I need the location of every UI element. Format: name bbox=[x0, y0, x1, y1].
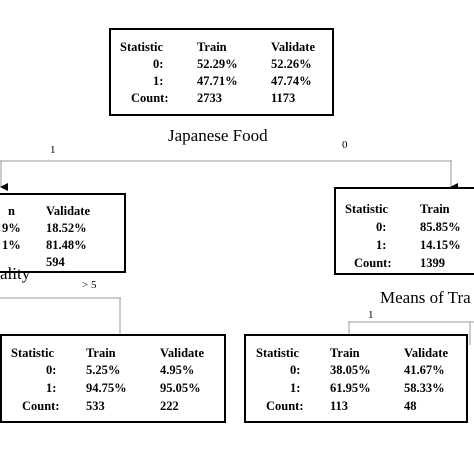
root-count-label: Count: bbox=[131, 91, 169, 105]
left-class0-validate: 18.52% bbox=[46, 221, 87, 235]
left-class1-train: 1% bbox=[2, 238, 21, 252]
bl-header-train: Train bbox=[86, 346, 116, 360]
bl-class1-label: 1: bbox=[46, 381, 57, 395]
bl-header-validate: Validate bbox=[160, 346, 204, 360]
left-class0-train: 9% bbox=[2, 221, 21, 235]
root-class0-label: 0: bbox=[153, 57, 164, 71]
left-node: n Validate 9% 18.52% 1% 81.48% 594 bbox=[0, 193, 126, 273]
right-class1-label: 1: bbox=[376, 238, 387, 252]
bl-class1-validate: 95.05% bbox=[160, 381, 201, 395]
right-node: Statistic Train 0: 85.85% 1: 14.15% Coun… bbox=[334, 187, 474, 275]
bl-class1-train: 94.75% bbox=[86, 381, 127, 395]
right-class1-train: 14.15% bbox=[420, 238, 461, 252]
br-class1-validate: 58.33% bbox=[404, 381, 445, 395]
root-count-validate: 1173 bbox=[271, 91, 296, 105]
bl-count-label: Count: bbox=[22, 399, 60, 413]
root-count-train: 2733 bbox=[197, 91, 222, 105]
root-header-validate: Validate bbox=[271, 40, 315, 54]
br-class0-train: 38.05% bbox=[330, 363, 371, 377]
left-header-train: n bbox=[8, 204, 15, 218]
br-class1-train: 61.95% bbox=[330, 381, 371, 395]
br-class0-label: 0: bbox=[290, 363, 301, 377]
bl-header-statistic: Statistic bbox=[11, 346, 55, 360]
bottom-left-node: Statistic Train Validate 0: 5.25% 4.95% … bbox=[0, 334, 226, 423]
br-count-validate: 48 bbox=[404, 399, 417, 413]
right-header-train: Train bbox=[420, 202, 450, 216]
left-class1-validate: 81.48% bbox=[46, 238, 87, 252]
br-count-train: 113 bbox=[330, 399, 349, 413]
root-branch-right-value: 0 bbox=[342, 139, 348, 151]
right-class0-train: 85.85% bbox=[420, 220, 461, 234]
left-count-validate: 594 bbox=[46, 255, 65, 269]
bl-count-train: 533 bbox=[86, 399, 105, 413]
right-branch-left-value: 1 bbox=[368, 309, 374, 321]
root-header-statistic: Statistic bbox=[120, 40, 164, 54]
br-header-validate: Validate bbox=[404, 346, 448, 360]
bottom-right-node: Statistic Train Validate 0: 38.05% 41.67… bbox=[244, 334, 468, 423]
right-count-train: 1399 bbox=[420, 256, 445, 270]
root-branch-left-value: 1 bbox=[50, 144, 56, 156]
bl-class0-validate: 4.95% bbox=[160, 363, 195, 377]
br-count-label: Count: bbox=[266, 399, 304, 413]
bl-class0-train: 5.25% bbox=[86, 363, 121, 377]
root-class1-validate: 47.74% bbox=[271, 74, 312, 88]
br-class1-label: 1: bbox=[290, 381, 301, 395]
bl-count-validate: 222 bbox=[160, 399, 179, 413]
root-class1-train: 47.71% bbox=[197, 74, 238, 88]
br-header-statistic: Statistic bbox=[256, 346, 300, 360]
root-split-variable: Japanese Food bbox=[168, 126, 268, 145]
left-split-variable: ality bbox=[0, 264, 31, 283]
br-header-train: Train bbox=[330, 346, 360, 360]
root-class0-train: 52.29% bbox=[197, 57, 238, 71]
br-class0-validate: 41.67% bbox=[404, 363, 445, 377]
left-branch-right-value: > 5 bbox=[82, 279, 97, 291]
bl-class0-label: 0: bbox=[46, 363, 57, 377]
root-node: Statistic Train Validate 0: 52.29% 52.26… bbox=[109, 28, 334, 116]
right-class0-label: 0: bbox=[376, 220, 387, 234]
right-split-variable: Means of Tra bbox=[380, 288, 471, 307]
root-header-train: Train bbox=[197, 40, 227, 54]
root-class1-label: 1: bbox=[153, 74, 164, 88]
root-class0-validate: 52.26% bbox=[271, 57, 312, 71]
left-header-validate: Validate bbox=[46, 204, 90, 218]
right-count-label: Count: bbox=[354, 256, 392, 270]
right-header-statistic: Statistic bbox=[345, 202, 389, 216]
